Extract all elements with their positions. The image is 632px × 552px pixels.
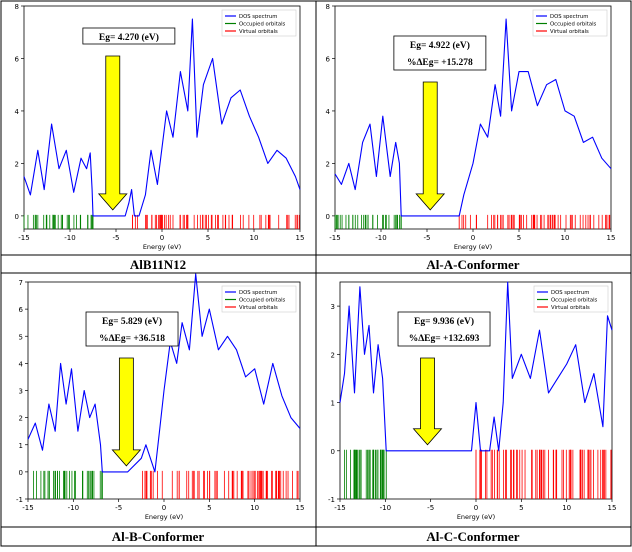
x-tick-label: 0 — [474, 504, 478, 512]
legend-label: Occupied orbitals — [239, 22, 286, 28]
x-tick-label: -10 — [68, 504, 79, 512]
y-tick-label: 0 — [331, 448, 335, 456]
y-tick-label: 3 — [19, 388, 23, 396]
y-tick-label: 2 — [326, 160, 330, 168]
x-tick-label: -15 — [22, 504, 33, 512]
legend-label: Virtual orbitals — [239, 29, 278, 35]
annotation-text: %ΔEg= +132.693 — [409, 334, 480, 344]
y-tick-label: -1 — [16, 496, 23, 504]
legend-label: Virtual orbitals — [550, 29, 589, 35]
annotation-text: Eg= 4.922 (eV) — [410, 40, 470, 51]
y-tick-label: 3 — [331, 303, 335, 311]
x-tick-label: -5 — [424, 234, 431, 242]
x-tick-label: 10 — [561, 234, 570, 242]
x-tick-label: 10 — [250, 504, 259, 512]
x-tick-label: -10 — [375, 234, 386, 242]
annotation-text: %ΔEg= +36.518 — [99, 334, 165, 344]
y-tick-label: 4 — [19, 360, 24, 368]
y-tick-label: 2 — [19, 415, 23, 423]
y-tick-label: 4 — [15, 108, 20, 116]
y-tick-label: 6 — [19, 306, 24, 314]
caption-albn: AlB11N12 — [4, 257, 312, 273]
legend-label: DOS spectrum — [550, 14, 588, 20]
x-tick-label: 15 — [296, 234, 305, 242]
x-tick-label: 5 — [206, 234, 210, 242]
x-tick-label: 0 — [162, 504, 166, 512]
x-tick-label: 5 — [207, 504, 211, 512]
y-tick-label: 0 — [19, 469, 23, 477]
legend-label: Occupied orbitals — [239, 298, 286, 304]
legend-label: DOS spectrum — [239, 14, 277, 20]
x-tick-label: 0 — [471, 234, 475, 242]
x-axis-label: Energy (eV) — [145, 513, 183, 521]
y-tick-label: 6 — [15, 55, 20, 63]
x-tick-label: -15 — [329, 234, 340, 242]
legend-label: Virtual orbitals — [239, 305, 278, 311]
y-tick-label: -1 — [328, 496, 335, 504]
annotation-text: Eg= 4.270 (eV) — [99, 32, 159, 43]
x-tick-label: 15 — [607, 234, 616, 242]
x-tick-label: 10 — [562, 504, 571, 512]
legend-label: Virtual orbitals — [551, 305, 590, 311]
x-tick-label: 15 — [608, 504, 617, 512]
y-tick-label: 1 — [331, 400, 335, 408]
annotation-text: Eg= 9.936 (eV) — [414, 316, 474, 327]
x-axis-label: Energy (eV) — [454, 243, 492, 251]
x-tick-label: -5 — [113, 234, 120, 242]
legend-label: DOS spectrum — [551, 290, 589, 296]
annotation-text: %ΔEg= +15.278 — [407, 58, 473, 68]
y-tick-label: 1 — [19, 442, 23, 450]
y-tick-label: 2 — [331, 351, 335, 359]
y-tick-label: 2 — [15, 160, 19, 168]
x-tick-label: -10 — [64, 234, 75, 242]
caption-al-b: Al-B-Conformer — [4, 529, 312, 545]
x-tick-label: 15 — [296, 504, 305, 512]
x-axis-label: Energy (eV) — [457, 513, 495, 521]
chart-1: 0 2 4 6 8 -15 -10 -5 0 5 10 15 Energy (eV) DOS spectr… — [15, 3, 305, 251]
legend-label: Occupied orbitals — [550, 22, 597, 28]
x-tick-label: -15 — [334, 504, 345, 512]
x-tick-label: -5 — [427, 504, 434, 512]
y-tick-label: 0 — [15, 213, 19, 221]
y-tick-label: 0 — [326, 213, 330, 221]
x-tick-label: -10 — [380, 504, 391, 512]
chart-2: 0 2 4 6 8 -15 -10 -5 0 5 10 15 Energy (eV) DOS spectr… — [326, 3, 616, 251]
x-tick-label: 10 — [250, 234, 259, 242]
y-tick-label: 8 — [15, 3, 19, 11]
annotation-text: Eg= 5.829 (eV) — [102, 316, 162, 327]
x-tick-label: 0 — [160, 234, 164, 242]
caption-al-c: Al-C-Conformer — [318, 529, 628, 545]
x-tick-label: 5 — [517, 234, 521, 242]
y-tick-label: 4 — [326, 108, 331, 116]
y-tick-label: 6 — [326, 55, 331, 63]
y-tick-label: 7 — [19, 279, 23, 287]
x-tick-label: -5 — [115, 504, 122, 512]
legend-label: DOS spectrum — [239, 290, 277, 296]
x-axis-label: Energy (eV) — [143, 243, 181, 251]
x-tick-label: 5 — [519, 504, 523, 512]
legend-label: Occupied orbitals — [551, 298, 598, 304]
y-tick-label: 5 — [19, 333, 23, 341]
caption-al-a: Al-A-Conformer — [318, 257, 628, 273]
x-tick-label: -15 — [18, 234, 29, 242]
y-tick-label: 8 — [326, 3, 330, 11]
